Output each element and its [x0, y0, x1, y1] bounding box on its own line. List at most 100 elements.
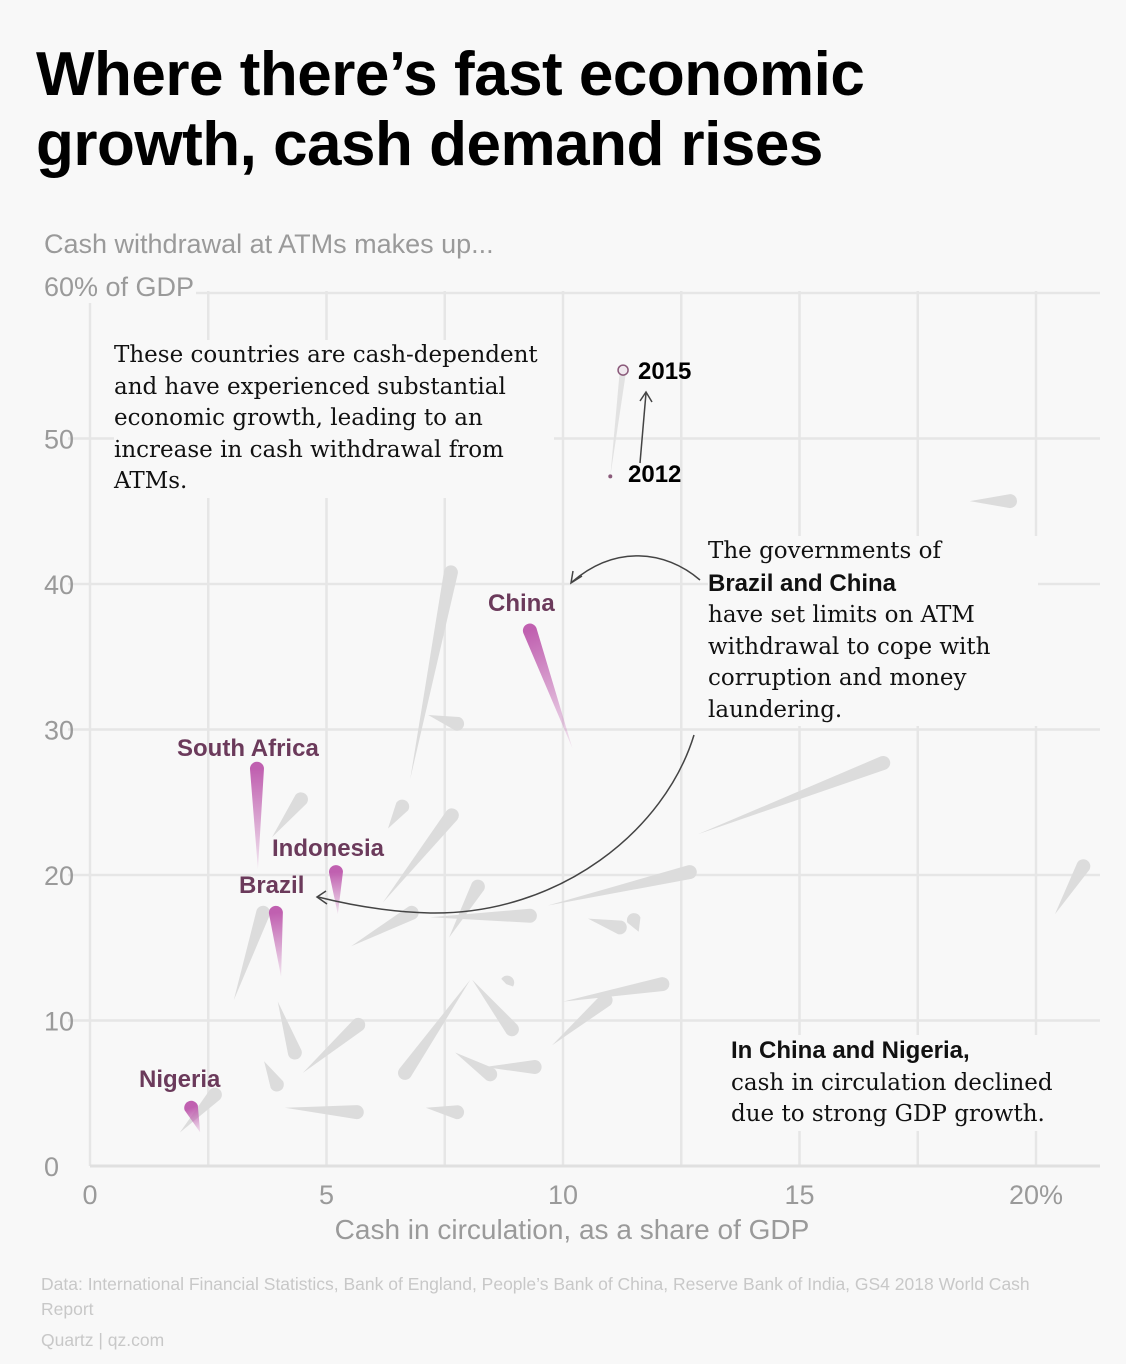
comet-other [547, 865, 697, 906]
comet-other [552, 993, 613, 1046]
comet-other [233, 905, 271, 1001]
comet-other [430, 908, 537, 923]
y-tick-label: 10 [44, 1007, 74, 1037]
comet-body [428, 714, 465, 731]
comet-other [501, 975, 515, 987]
comet-other [302, 1017, 366, 1073]
comet-body [351, 905, 419, 947]
comet-body [410, 565, 458, 779]
annotation-right-post: have set limits on ATM withdrawal to cop… [708, 602, 991, 723]
point-2012 [608, 474, 613, 479]
comet-body [626, 913, 641, 932]
arrowhead-china [569, 570, 583, 585]
country-label-indonesia: Indonesia [272, 835, 385, 862]
country-label-south-africa: South Africa [177, 735, 319, 762]
arrow-2012-to-2015 [639, 392, 647, 464]
axis-ticks: 0 10 20 30 40 50 0 5 10 15 20% [44, 425, 1063, 1211]
comet-other [425, 1105, 465, 1120]
comet-body [425, 1105, 465, 1120]
comet-body [969, 494, 1017, 509]
comet-body [184, 1100, 201, 1133]
arrowhead-brazil [315, 890, 328, 905]
comet-body [302, 1017, 366, 1073]
annotation-bottom: In China and Nigeria, cash in circulatio… [731, 1035, 1091, 1131]
annotation-bottom-bold: In China and Nigeria, [731, 1037, 970, 1064]
annotation-right-bold: Brazil and China [708, 569, 897, 597]
comet-other [484, 1060, 542, 1075]
comet-body [1054, 859, 1091, 915]
comet-other [472, 979, 519, 1037]
point-2015 [617, 364, 629, 376]
x-tick-label: 0 [82, 1180, 97, 1210]
comet-other [449, 879, 485, 938]
annotation-bottom-post: cash in circulation declined due to stro… [731, 1069, 1053, 1128]
comet-body [552, 993, 613, 1046]
y-tick-label: 20 [44, 861, 74, 891]
annotation-arrows [315, 390, 701, 914]
comet-other [264, 1061, 284, 1092]
comet-china [522, 623, 573, 749]
comet-body [268, 905, 283, 977]
comet-other [179, 1087, 222, 1133]
y-tick-label: 40 [44, 570, 74, 600]
annotation-right-pre: The governments of [708, 538, 942, 564]
comet-body [382, 808, 459, 903]
comet-body [501, 975, 515, 987]
comet-other [428, 714, 465, 731]
x-tick-label: 15 [784, 1180, 814, 1210]
chart-title: Where there’s fast economic growth, cash… [36, 40, 865, 179]
credit: Quartz | qz.com [41, 1330, 165, 1350]
comet-body [387, 799, 410, 829]
year-label-2015: 2015 [638, 358, 691, 385]
comet-other [277, 1001, 302, 1060]
country-label-nigeria: Nigeria [139, 1066, 221, 1093]
comet-other [410, 565, 458, 779]
comet-body [588, 918, 627, 935]
comet-body [277, 1001, 302, 1060]
comet-body [547, 865, 697, 906]
x-axis-title: Cash in circulation, as a share of GDP [334, 1214, 810, 1245]
comet-body [264, 1061, 284, 1092]
year-label-2012: 2012 [628, 461, 681, 488]
comet-other [382, 808, 459, 903]
arrowhead-2015 [639, 390, 653, 403]
comet-other [563, 977, 670, 1002]
country-label-china: China [488, 590, 555, 617]
comet-body [522, 623, 573, 749]
comet-other [697, 755, 891, 835]
comet-other [1054, 859, 1091, 915]
comet-body [697, 755, 891, 835]
country-label-brazil: Brazil [239, 872, 304, 899]
annotation-left-text: These countries are cash-dependent and h… [114, 342, 538, 494]
comet-body [610, 366, 627, 477]
comet-body [272, 792, 308, 838]
comet-other [455, 1052, 498, 1082]
y-tick-label: 30 [44, 716, 74, 746]
comet-body [430, 908, 537, 923]
x-tick-label: 10 [548, 1180, 578, 1210]
comet-body [284, 1105, 364, 1120]
comet-body [563, 977, 670, 1002]
comets [179, 364, 1091, 1133]
comet-body [249, 761, 264, 870]
x-tick-label: 20% [1009, 1180, 1063, 1210]
comet-body [328, 865, 343, 915]
comet-south-africa [249, 761, 264, 870]
annotation-right: The governments of Brazil and China have… [708, 536, 1038, 726]
comet-body [179, 1087, 222, 1133]
comet-body [484, 1060, 542, 1075]
comet-other [351, 905, 419, 947]
comet-other [588, 918, 627, 935]
comet-body [455, 1052, 498, 1082]
comet-other [969, 494, 1017, 509]
comet-body [472, 979, 519, 1037]
comet-legend [608, 364, 629, 479]
y-axis-title: Cash withdrawal at ATMs makes up... [44, 229, 494, 259]
comet-brazil [268, 905, 283, 977]
comet-body [233, 905, 271, 1001]
y-tick-label: 50 [44, 425, 74, 455]
x-tick-label: 5 [319, 1180, 334, 1210]
arrow-to-brazil [317, 734, 695, 914]
y-tick-label: 0 [44, 1152, 59, 1182]
comet-other [284, 1105, 364, 1120]
